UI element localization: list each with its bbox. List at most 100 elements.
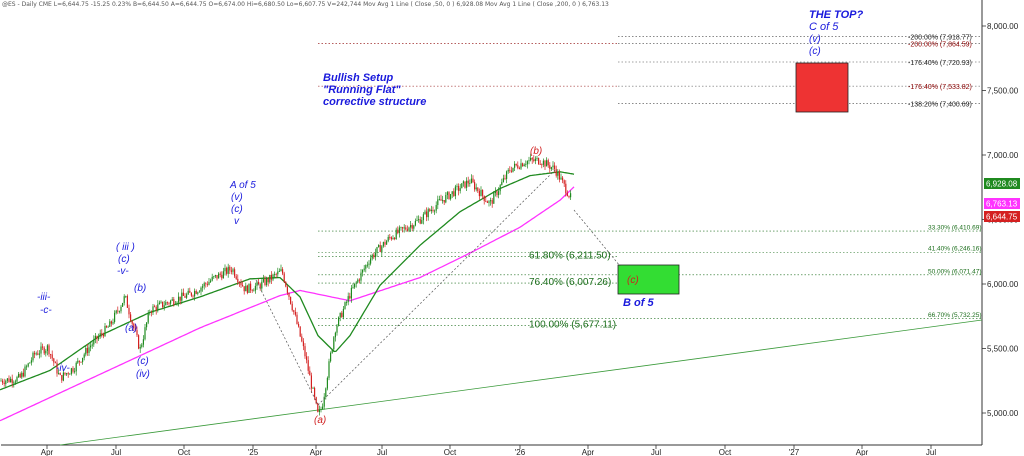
- candle-body: [35, 353, 37, 355]
- candle-body: [224, 268, 226, 272]
- x-tick-label: Oct: [444, 448, 457, 456]
- candle-body: [114, 312, 116, 323]
- candle-body: [10, 378, 12, 382]
- candle-body: [320, 409, 322, 410]
- candle-body: [234, 269, 236, 277]
- candle-body: [416, 220, 418, 221]
- candle-body: [120, 306, 122, 312]
- candle-body: [544, 160, 546, 167]
- y-tick-label: 6,000.00: [987, 280, 1019, 289]
- candle-body: [210, 280, 212, 282]
- wave-a5-4: v: [234, 216, 240, 227]
- candle-body: [560, 177, 562, 180]
- candle-body: [350, 287, 352, 299]
- x-tick-label: Apr: [856, 448, 869, 456]
- candle-body: [322, 406, 324, 410]
- candle-body: [58, 373, 60, 374]
- candle-body: [346, 302, 348, 303]
- candle-body: [258, 282, 260, 285]
- candle-body: [130, 314, 132, 321]
- candle-body: [94, 335, 96, 340]
- candle-body: [509, 169, 511, 171]
- candle-body: [563, 180, 565, 184]
- projection-c-line: [573, 209, 621, 267]
- candle-body: [248, 283, 250, 293]
- candle-body: [448, 192, 450, 200]
- candle-body: [347, 296, 349, 303]
- candle-body: [93, 339, 95, 345]
- candle-body: [270, 274, 272, 280]
- candle-body: [205, 283, 207, 285]
- candle-body: [306, 356, 308, 361]
- candle-body: [435, 205, 437, 211]
- candle-body: [390, 237, 392, 240]
- candle-body: [32, 352, 34, 361]
- candle-body: [432, 209, 434, 212]
- candle-body: [363, 268, 365, 270]
- candle-body: [29, 362, 31, 364]
- candle-body: [27, 363, 29, 367]
- candle-body: [259, 284, 261, 289]
- candle-body: [117, 310, 119, 312]
- candle-body: [304, 346, 306, 357]
- candle-body: [8, 378, 10, 382]
- candle-body: [355, 282, 357, 284]
- candle-body: [491, 200, 493, 204]
- candle-body: [382, 242, 384, 247]
- x-tick-label: '25: [248, 448, 259, 456]
- candle-body: [13, 382, 15, 384]
- candle-body: [181, 292, 183, 301]
- candle-body: [446, 192, 448, 196]
- y-tick-label: 5,500.00: [987, 345, 1019, 354]
- candle-body: [397, 229, 399, 234]
- candle-body: [515, 163, 517, 166]
- candle-body: [138, 335, 140, 349]
- candle-body: [459, 188, 461, 191]
- candle-body: [104, 326, 106, 337]
- candle-body: [477, 187, 479, 192]
- candle-body: [312, 387, 314, 389]
- candle-body: [75, 362, 77, 372]
- candle-body: [307, 360, 309, 371]
- candle-body: [125, 296, 127, 297]
- candle-body: [546, 160, 548, 167]
- candle-body: [566, 193, 568, 196]
- wave-a5-3: (c): [231, 204, 243, 215]
- y-tick-label: 7,500.00: [987, 87, 1019, 96]
- candle-body: [536, 158, 538, 159]
- svg-text:6,763.13: 6,763.13: [986, 200, 1018, 209]
- x-ticks: Apr Jul Oct '25 Apr Jul Oct '26 Apr Jul Oct '27 Apr J…: [41, 445, 936, 456]
- candle-body: [328, 361, 330, 378]
- candle-body: [166, 302, 168, 304]
- candle-body: [162, 301, 164, 307]
- candle-body: [381, 246, 383, 253]
- candle-body: [16, 377, 18, 382]
- lower-fib-label: 33.30% (6,410.69): [928, 225, 981, 232]
- candle-body: [232, 269, 234, 272]
- lower-fib-left-label: 61.80% (6,211.50): [529, 251, 611, 262]
- candle-body: [88, 347, 90, 353]
- corrective-structure-label: corrective structure: [323, 96, 426, 108]
- candle-body: [54, 362, 56, 364]
- candle-body: [506, 171, 508, 179]
- candle-body: [440, 199, 442, 201]
- running-flat-label: "Running Flat": [323, 84, 401, 96]
- candle-body: [365, 265, 367, 269]
- candle-body: [550, 167, 552, 169]
- upper-fib-label: -176.40% (7,533.82): [908, 84, 972, 91]
- wave-a5-1: A of 5: [229, 180, 256, 191]
- candle-body: [493, 193, 495, 204]
- candle-body: [77, 360, 79, 363]
- x-tick-label: Jul: [651, 448, 661, 456]
- candle-body: [134, 328, 136, 331]
- candle-body: [453, 191, 455, 197]
- candle-body: [213, 276, 215, 278]
- candle-body: [331, 349, 333, 353]
- ma200-badge: 6,763.13: [984, 198, 1020, 209]
- candle-body: [221, 274, 223, 279]
- the-top-label: THE TOP?: [809, 9, 863, 21]
- candle-body: [154, 306, 156, 308]
- candle-body: [163, 305, 165, 307]
- ma50-badge: 6,928.08: [984, 178, 1020, 189]
